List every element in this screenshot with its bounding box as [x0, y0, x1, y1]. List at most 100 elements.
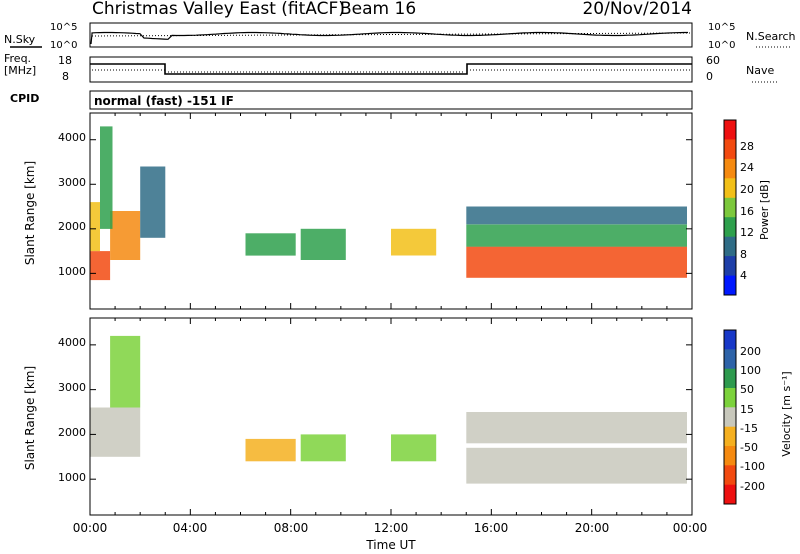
heatmap-region: [466, 246, 687, 278]
colorbar-swatch: [724, 178, 736, 199]
colorbar-swatch: [724, 426, 736, 447]
colorbar-swatch: [724, 217, 736, 238]
heatmap-region: [391, 434, 437, 462]
noise-panel-frame: [89, 22, 693, 48]
noise-search-label: N.Search: [746, 30, 796, 43]
power-cbar-tick-28: 28: [740, 140, 754, 153]
velocity-ytick-4000: 4000: [58, 336, 86, 349]
power-cbar-label: Power [dB]: [758, 180, 771, 240]
velocity-cbar-label: Velocity [m s⁻¹]: [780, 371, 793, 456]
colorbar-swatch: [724, 446, 736, 466]
noise-left-tick-bottom: 10^0: [50, 40, 77, 51]
colorbar-swatch: [724, 256, 736, 276]
velocity-colorbar: [724, 330, 736, 505]
heatmap-region: [110, 211, 141, 260]
velocity-cbar-tick-100: 100: [740, 364, 761, 377]
freq-right-tick-top: 60: [706, 54, 720, 67]
xtick-0800: 08:00: [274, 521, 309, 535]
xtick-0400: 04:00: [173, 521, 208, 535]
heatmap-region: [90, 251, 111, 281]
power-ytick-2000: 2000: [58, 220, 86, 233]
colorbar-swatch: [724, 465, 736, 486]
heatmap-region: [466, 224, 687, 247]
velocity-ytick-2000: 2000: [58, 426, 86, 439]
velocity-ytick-1000: 1000: [58, 471, 86, 484]
power-ytick-3000: 3000: [58, 176, 86, 189]
colorbar-swatch: [724, 484, 736, 505]
xtick-1600: 16:00: [474, 521, 509, 535]
colorbar-swatch: [724, 349, 736, 370]
colorbar-swatch: [724, 407, 736, 428]
heatmap-region: [391, 228, 437, 256]
velocity-cbar-tick-m15: -15: [740, 422, 758, 435]
noise-sky-trace: [90, 31, 688, 45]
freq-left-tick-top: 18: [58, 54, 72, 67]
power-cbar-tick-24: 24: [740, 161, 754, 174]
colorbar-swatch: [724, 139, 736, 160]
colorbar-swatch: [724, 120, 736, 140]
heatmap-region: [140, 166, 166, 238]
power-axis-ticks: [89, 113, 693, 309]
heatmap-region: [245, 438, 296, 462]
plot-title: Christmas Valley East (fitACF): [92, 0, 345, 19]
cpid-label: CPID: [10, 92, 39, 105]
velocity-axis-ticks: [89, 318, 693, 515]
velocity-cbar-tick-200: 200: [740, 345, 761, 358]
velocity-cbar-tick-50: 50: [740, 383, 754, 396]
freq-panel-frame: [89, 56, 693, 83]
cpid-text: normal (fast) -151 IF: [94, 94, 234, 108]
heatmap-region: [466, 412, 687, 444]
power-ylabel: Slant Range [km]: [23, 161, 37, 265]
heatmap-region: [300, 228, 346, 260]
velocity-colorbar-frame: [723, 329, 737, 505]
freq-label-line1: Freq.: [4, 52, 31, 65]
velocity-cbar-tick-m100: -100: [740, 460, 765, 473]
xtick-1200: 12:00: [374, 521, 409, 535]
velocity-cbar-tick-m200: -200: [740, 480, 765, 493]
nave-trace: [92, 69, 690, 73]
power-colorbar: [724, 120, 736, 296]
xtick-0000: 00:00: [73, 521, 108, 535]
noise-search-trace: [91, 32, 691, 37]
nave-label: Nave: [746, 64, 774, 77]
heatmap-region: [466, 447, 687, 484]
heatmap-region: [90, 407, 141, 457]
heatmap-region: [466, 206, 687, 225]
freq-right-tick-bottom: 0: [706, 70, 713, 83]
colorbar-swatch: [724, 275, 736, 296]
power-cbar-tick-8: 8: [740, 248, 747, 261]
colorbar-swatch: [724, 330, 736, 350]
date-label: 20/Nov/2014: [582, 0, 692, 19]
power-cbar-tick-20: 20: [740, 183, 754, 196]
colorbar-swatch: [724, 236, 736, 257]
heatmap-region: [100, 126, 113, 229]
heatmap-region: [300, 434, 346, 462]
velocity-cbar-tick-m50: -50: [740, 441, 758, 454]
xtick-2000: 20:00: [575, 521, 610, 535]
noise-sky-label: N.Sky: [4, 33, 36, 46]
noise-right-tick-top: 10^5: [708, 22, 735, 33]
colorbar-swatch: [724, 388, 736, 408]
power-ytick-4000: 4000: [58, 131, 86, 144]
colorbar-swatch: [724, 368, 736, 389]
power-cbar-tick-12: 12: [740, 226, 754, 239]
frequency-trace: [90, 63, 692, 75]
velocity-heatmap-cells: [90, 335, 687, 484]
power-cbar-tick-4: 4: [740, 269, 747, 282]
noise-right-tick-bottom: 10^0: [708, 40, 735, 51]
colorbar-swatch: [724, 197, 736, 218]
velocity-ytick-3000: 3000: [58, 381, 86, 394]
beam-label: Beam 16: [340, 0, 416, 19]
freq-label-line2: [MHz]: [4, 64, 36, 77]
power-cbar-tick-16: 16: [740, 205, 754, 218]
cpid-panel-frame: [89, 90, 693, 110]
velocity-cbar-tick-15: 15: [740, 403, 754, 416]
heatmap-region: [245, 233, 296, 256]
power-colorbar-frame: [723, 119, 737, 296]
power-heatmap-cells: [90, 126, 687, 281]
velocity-ylabel: Slant Range [km]: [23, 366, 37, 470]
x-axis-label: Time UT: [365, 538, 416, 552]
heatmap-region: [110, 335, 141, 408]
noise-left-tick-top: 10^5: [50, 22, 77, 33]
